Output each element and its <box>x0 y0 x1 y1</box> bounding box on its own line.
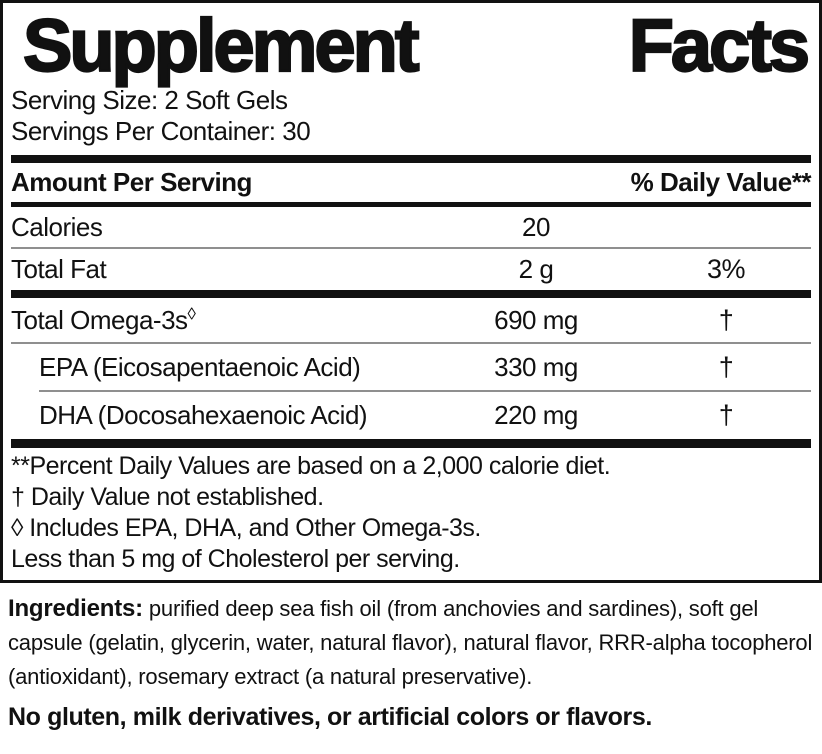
nutrient-amount: 690 mg <box>494 304 578 335</box>
thick-separator-bar <box>11 439 811 448</box>
nutrient-row-total-fat: Total Fat 2 g 3% <box>11 249 811 290</box>
diamond-footnote-symbol: ◊ <box>187 303 196 323</box>
nutrient-amount: 330 mg <box>494 351 578 382</box>
label-title: Supplement Facts <box>11 2 812 87</box>
serving-size: Serving Size: 2 Soft Gels <box>11 85 288 115</box>
title-word-supplement: Supplement <box>22 2 421 87</box>
thick-separator-bar <box>11 155 811 163</box>
servings-per-container: Servings Per Container: 30 <box>11 116 311 146</box>
nutrient-row-total-omega3s: Total Omega-3s◊ 690 mg † <box>11 298 811 342</box>
nutrient-amount: 20 <box>522 211 550 242</box>
footnote-includes-omega3s: ◊ Includes EPA, DHA, and Other Omega-3s. <box>11 514 481 542</box>
nutrient-daily-value: † <box>718 351 734 382</box>
nutrient-daily-value: 3% <box>706 254 746 284</box>
thin-divider-indented <box>39 390 811 392</box>
nutrient-row-calories: Calories 20 <box>11 207 811 247</box>
nutrient-amount: 2 g <box>518 254 554 284</box>
footnote-percent-daily-value: **Percent Daily Values are based on a 2,… <box>11 452 611 480</box>
nutrient-daily-value: † <box>718 400 734 430</box>
nutrient-name: Calories <box>11 211 103 242</box>
nutrient-row-dha: DHA (Docosahexaenoic Acid) 220 mg † <box>11 392 811 439</box>
daily-value-header: % Daily Value** <box>630 167 812 197</box>
medium-separator-bar <box>11 202 811 207</box>
footnote-cholesterol: Less than 5 mg of Cholesterol per servin… <box>11 545 460 573</box>
nutrient-amount: 220 mg <box>494 400 578 430</box>
nutrient-row-epa: EPA (Eicosapentaenoic Acid) 330 mg † <box>11 344 811 390</box>
thin-divider <box>11 342 811 344</box>
title-word-facts: Facts <box>628 2 812 87</box>
nutrient-name-text: Total Omega-3s <box>11 304 188 335</box>
ingredients-label: Ingredients: <box>8 595 143 622</box>
footnotes: **Percent Daily Values are based on a 2,… <box>11 448 811 580</box>
nutrient-daily-value: † <box>718 304 734 335</box>
spacer <box>11 147 811 155</box>
thin-divider <box>11 247 811 249</box>
allergen-statement: No gluten, milk derivatives, or artifici… <box>8 703 652 731</box>
nutrient-name: EPA (Eicosapentaenoic Acid) <box>39 351 361 382</box>
ingredients-text: purified deep sea fish oil (from anchovi… <box>8 596 813 689</box>
thick-separator-bar <box>11 290 811 298</box>
supplement-facts-label: Supplement Facts Serving Size: 2 Soft Ge… <box>0 0 822 583</box>
nutrient-name: DHA (Docosahexaenoic Acid) <box>39 400 368 430</box>
nutrient-name: Total Omega-3s◊ <box>11 305 431 336</box>
footnote-daily-value-not-established: † Daily Value not established. <box>11 483 324 511</box>
amount-per-serving-header: Amount Per Serving <box>11 167 252 197</box>
nutrient-name: Total Fat <box>11 254 107 284</box>
table-header: Amount Per Serving % Daily Value** <box>11 163 812 202</box>
ingredients-section: Ingredients: purified deep sea fish oil … <box>8 592 814 694</box>
below-label-section: Ingredients: purified deep sea fish oil … <box>0 592 822 733</box>
